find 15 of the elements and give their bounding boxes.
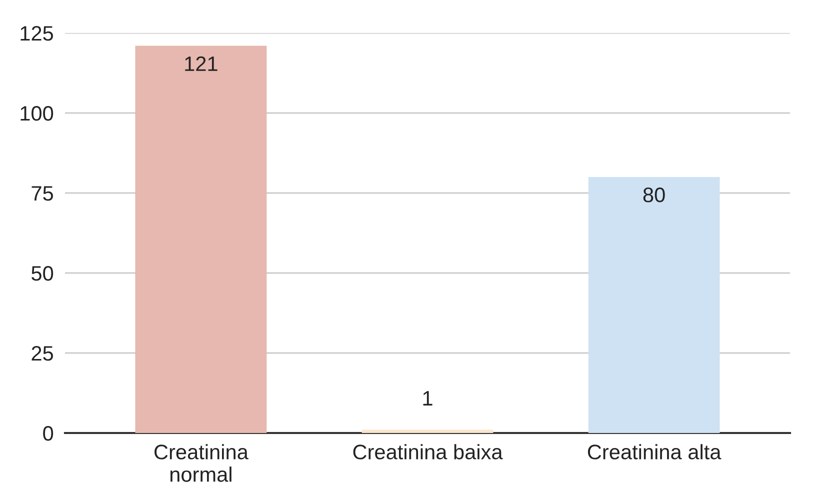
- y-tick-label: 125: [20, 26, 54, 41]
- y-tick-label: 100: [20, 106, 54, 121]
- data-label: 80: [643, 188, 665, 202]
- x-tick-label: Creatinina normal: [154, 444, 248, 482]
- y-tick-label: 25: [32, 346, 54, 361]
- y-tick-label: 0: [43, 426, 54, 441]
- x-tick-label: Creatinina alta: [588, 444, 722, 460]
- x-tick-label: Creatinina baixa: [353, 444, 503, 460]
- bar: [588, 177, 720, 433]
- data-label: 1: [423, 391, 432, 406]
- y-tick-label: 75: [32, 186, 54, 201]
- y-tick-label: 50: [32, 266, 54, 281]
- bar: [135, 46, 267, 433]
- bar: [362, 430, 494, 433]
- data-label: 121: [185, 56, 218, 71]
